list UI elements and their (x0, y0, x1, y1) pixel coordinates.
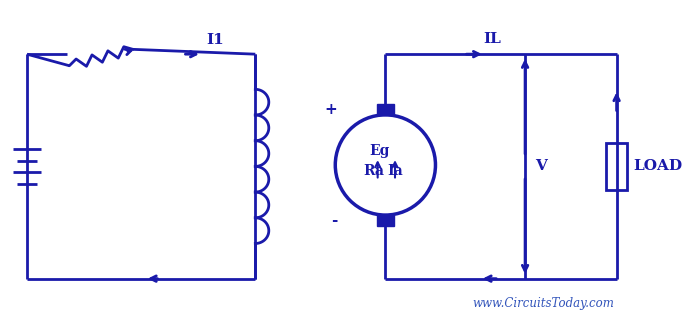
Bar (377, 104, 394, 115)
Text: I1: I1 (206, 33, 224, 48)
Text: +: + (324, 102, 338, 117)
Text: Ra: Ra (364, 164, 384, 178)
Text: www.CircuitsToday.com: www.CircuitsToday.com (473, 297, 615, 310)
Text: Eg: Eg (369, 144, 390, 158)
Text: -: - (331, 213, 338, 228)
Text: V: V (534, 159, 547, 174)
Bar (377, 215, 394, 226)
Bar (606, 143, 627, 190)
Text: Ia: Ia (387, 164, 403, 178)
Text: IL: IL (484, 32, 501, 47)
Text: LOAD: LOAD (633, 159, 682, 174)
